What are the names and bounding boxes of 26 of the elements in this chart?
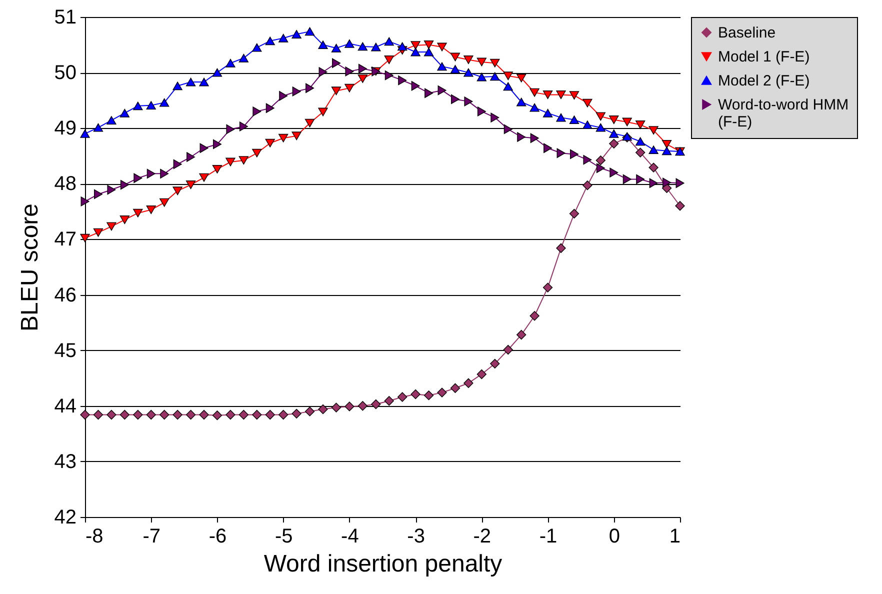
y-tick-label: 43 (54, 450, 76, 473)
y-tick-label: 45 (54, 340, 76, 362)
y-tick-label: 46 (54, 284, 76, 306)
y-tick-label: 50 (54, 62, 76, 84)
x-tick-label: -6 (208, 526, 227, 548)
x-tick-label: -5 (274, 526, 293, 548)
y-tick-label: 47 (54, 228, 76, 251)
legend-label: Model 2 (F-E) (718, 72, 810, 90)
x-tick-label: 1 (669, 526, 680, 548)
y-tick-label: 44 (54, 395, 76, 418)
y-tick-label: 51 (54, 6, 76, 28)
y-tick-label: 48 (54, 173, 76, 196)
x-tick-label: -3 (407, 526, 425, 548)
y-axis-title: BLEU score (16, 203, 44, 332)
y-tick-label: 49 (54, 118, 76, 140)
x-tick-label: -4 (341, 526, 359, 548)
x-tick-label: -7 (142, 526, 161, 548)
x-axis-title: Word insertion penalty (264, 550, 502, 578)
x-tick-label: -8 (86, 526, 104, 548)
x-tick-label: -2 (473, 526, 492, 548)
legend-label: Model 1 (F-E) (718, 48, 810, 66)
legend-label: Word-to-word HMM (F-E) (718, 96, 849, 130)
y-tick-label: 42 (54, 506, 76, 528)
x-tick-label: 0 (608, 526, 620, 548)
legend-label: Baseline (718, 24, 776, 42)
x-tick-label: -1 (539, 526, 558, 548)
